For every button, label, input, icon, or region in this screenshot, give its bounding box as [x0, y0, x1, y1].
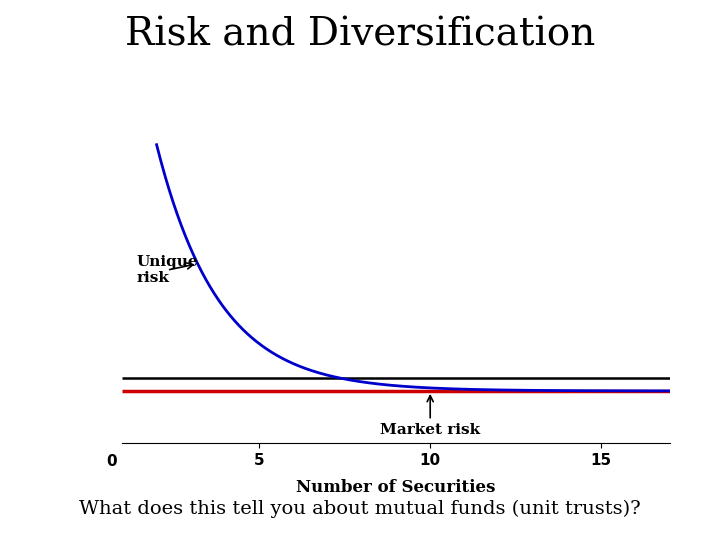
- X-axis label: Number of Securities: Number of Securities: [297, 478, 495, 496]
- Text: 0: 0: [107, 454, 117, 469]
- Text: Risk and Diversification: Risk and Diversification: [125, 16, 595, 53]
- Text: Market risk: Market risk: [380, 396, 480, 437]
- Text: Unique
risk: Unique risk: [136, 255, 198, 285]
- Text: What does this tell you about mutual funds (unit trusts)?: What does this tell you about mutual fun…: [79, 500, 641, 518]
